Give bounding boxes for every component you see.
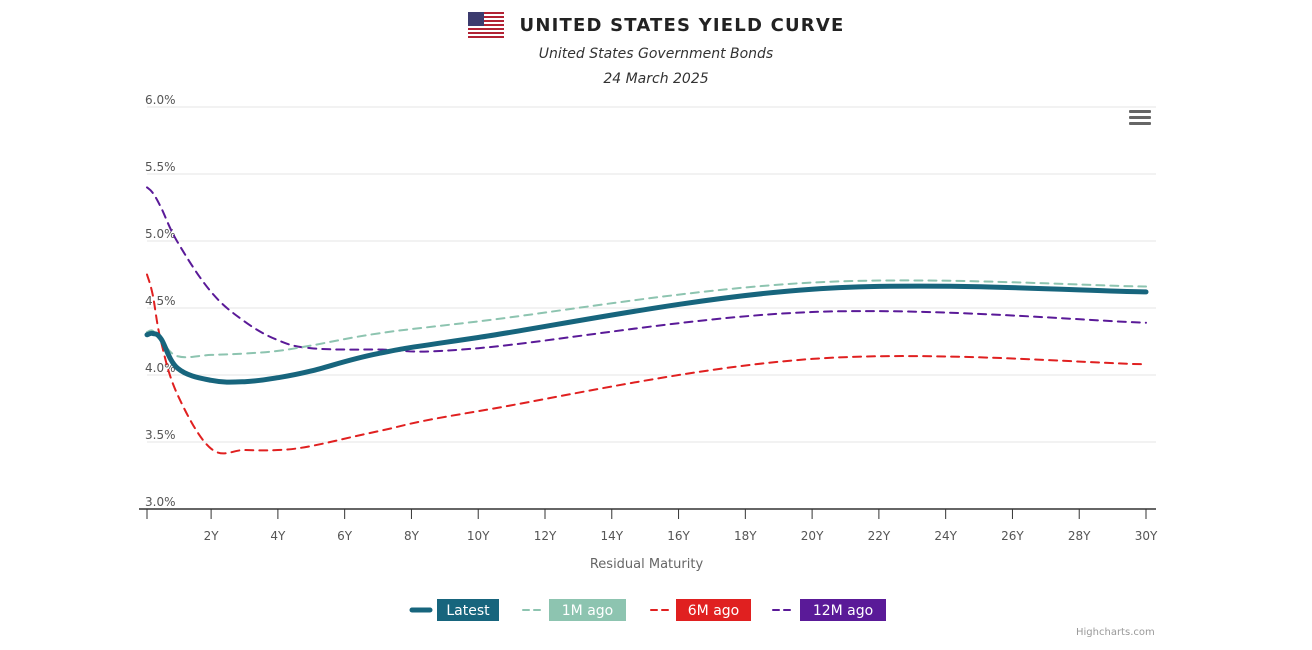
series-line-latest[interactable] (144, 283, 1149, 385)
x-tick-label: 22Y (868, 529, 891, 543)
x-tick-label: 2Y (204, 529, 220, 543)
x-tick-label: 10Y (467, 529, 490, 543)
legend-item-latest[interactable]: Latest (409, 599, 499, 621)
legend: Latest 1M ago 6M ago 12M ago (409, 599, 886, 621)
legend-label: Latest (446, 603, 490, 619)
legend-label: 6M ago (688, 603, 739, 619)
legend-label: 12M ago (813, 603, 873, 619)
series-lines (144, 186, 1149, 455)
x-tick-label: 12Y (534, 529, 557, 543)
us-flag-icon (467, 12, 504, 38)
y-tick-label: 3.0% (145, 495, 176, 509)
y-axis-labels: 3.0%3.5%4.0%4.5%5.0%5.5%6.0% (145, 93, 176, 509)
y-tick-label: 3.5% (145, 428, 176, 442)
legend-label-bg (549, 599, 626, 621)
x-tick-label: 18Y (734, 529, 757, 543)
x-axis-title: Residual Maturity (590, 557, 704, 572)
grid-lines (147, 106, 1156, 443)
x-tick-label: 26Y (1001, 529, 1024, 543)
legend-item-6m-ago[interactable]: 6M ago (650, 599, 751, 621)
legend-label-bg (437, 599, 499, 621)
x-tick-label: 20Y (801, 529, 824, 543)
y-tick-label: 6.0% (145, 93, 176, 107)
hamburger-menu-icon[interactable] (1127, 108, 1153, 130)
x-tick-label: 28Y (1068, 529, 1091, 543)
series-line-1m-ago[interactable] (146, 279, 1147, 359)
x-tick-label: 24Y (934, 529, 957, 543)
y-tick-label: 4.5% (145, 294, 176, 308)
y-tick-label: 5.0% (145, 227, 176, 241)
series-line-6m-ago[interactable] (146, 273, 1147, 455)
chart-header: UNITED STATES YIELD CURVE United States … (0, 8, 1312, 92)
legend-label: 1M ago (562, 603, 613, 619)
x-tick-label: 6Y (337, 529, 353, 543)
x-tick-label: 30Y (1135, 529, 1158, 543)
series-line-12m-ago[interactable] (146, 186, 1147, 353)
x-tick-label: 4Y (270, 529, 286, 543)
credits-link[interactable]: Highcharts.com (1076, 627, 1155, 638)
x-axis: 2Y 4Y 6Y 8Y 10Y 12Y 14Y 16Y 18Y 20Y 22Y 24Y 26Y 28Y 30… (139, 508, 1158, 572)
x-tick-label: 14Y (600, 529, 623, 543)
y-tick-label: 5.5% (145, 160, 176, 174)
chart-date: 24 March 2025 (603, 71, 709, 87)
x-tick-label: 16Y (667, 529, 690, 543)
legend-label-bg (800, 599, 886, 621)
x-tick-label: 8Y (404, 529, 420, 543)
chart-subtitle: United States Government Bonds (538, 46, 774, 62)
chart-title: UNITED STATES YIELD CURVE (519, 14, 845, 36)
legend-label-bg (676, 599, 751, 621)
legend-item-12m-ago[interactable]: 12M ago (772, 599, 886, 621)
legend-item-1m-ago[interactable]: 1M ago (522, 599, 626, 621)
title-row: UNITED STATES YIELD CURVE (0, 8, 1312, 42)
